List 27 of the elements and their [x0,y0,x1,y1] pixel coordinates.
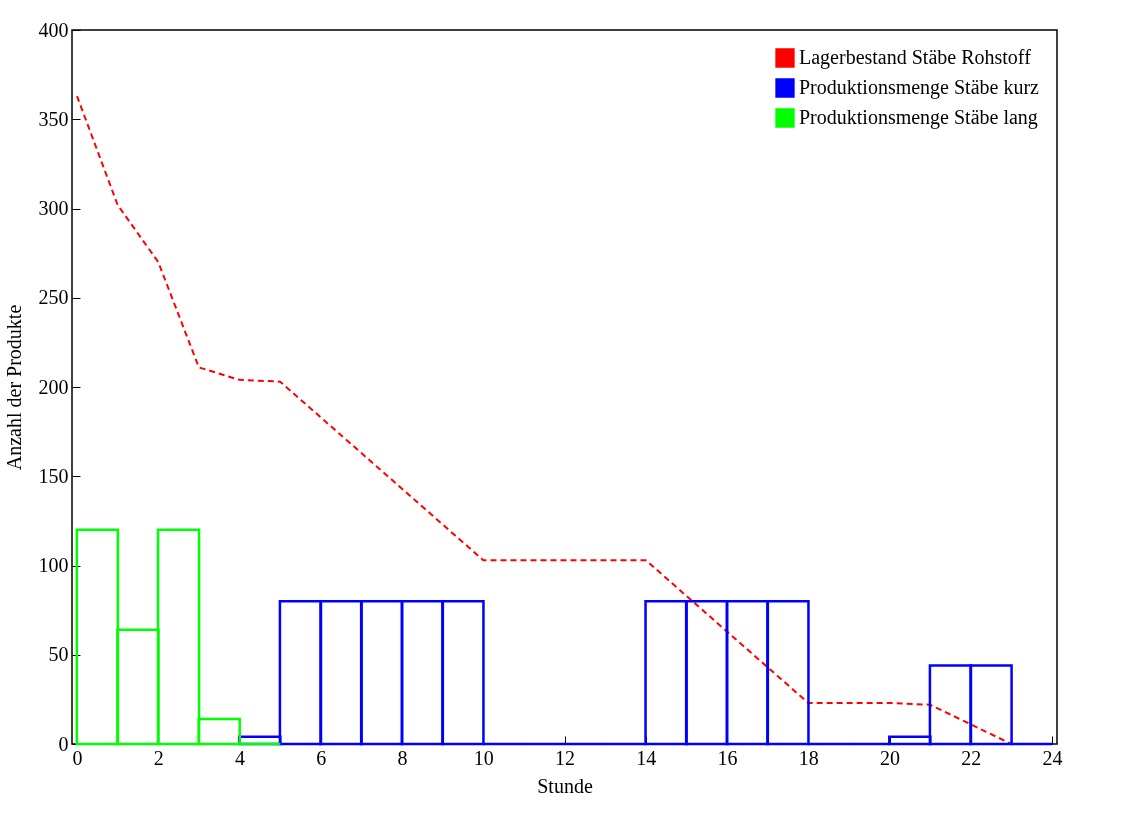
legend-label: Produktionsmenge Stäbe kurz [799,76,1040,99]
y-tick-label: 400 [38,18,69,41]
x-tick-label: 20 [880,746,900,769]
x-tick-label: 8 [397,746,408,769]
x-axis-title: Stunde [537,774,593,797]
legend-label: Lagerbestand Stäbe Rohstoff [799,46,1032,69]
x-tick-label: 10 [473,746,494,769]
x-tick-label: 22 [961,746,982,769]
x-tick-label: 12 [555,746,575,769]
y-tick-label: 350 [38,107,69,130]
y-tick-label: 0 [58,732,69,755]
y-tick-label: 300 [38,197,69,219]
y-tick-label: 50 [48,643,69,666]
x-tick-label: 4 [235,746,245,769]
x-tick-label: 14 [636,746,657,769]
x-tick-label: 0 [72,746,83,769]
y-tick-label: 200 [38,375,69,398]
x-tick-label: 16 [717,746,738,769]
y-tick-label: 250 [38,286,69,309]
x-tick-label: 2 [153,746,164,769]
x-tick-label: 18 [798,746,819,769]
legend-label: Produktionsmenge Stäbe lang [799,106,1038,129]
x-tick-label: 6 [316,746,327,769]
x-tick-label: 24 [1042,746,1063,769]
y-tick-label: 100 [38,554,69,576]
y-axis-title: Anzahl der Produkte [2,304,25,471]
y-tick-label: 150 [38,464,69,487]
